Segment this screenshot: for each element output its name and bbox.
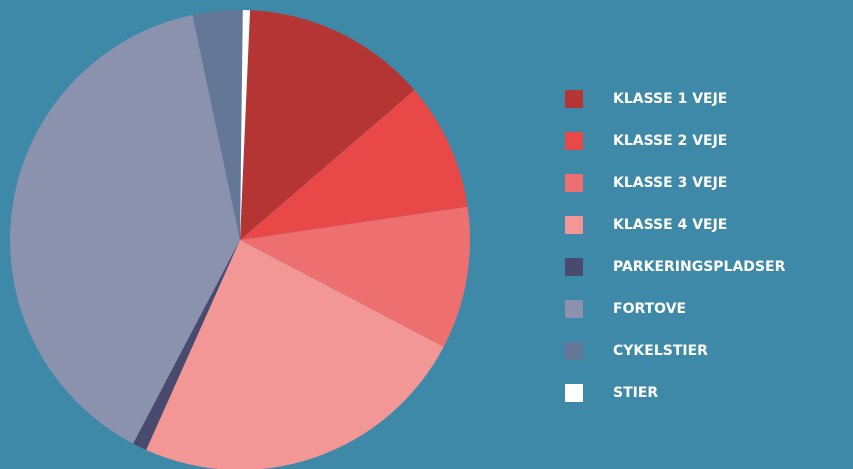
legend-swatch xyxy=(565,216,583,234)
pie-slice xyxy=(133,240,240,450)
legend-label: KLASSE 3 VEJE xyxy=(613,175,727,191)
legend-swatch xyxy=(565,174,583,192)
legend-swatch xyxy=(565,300,583,318)
legend-swatch xyxy=(565,132,583,150)
pie-slice xyxy=(240,206,470,347)
pie-slice xyxy=(192,10,243,240)
legend-label: PARKERINGSPLADSER xyxy=(613,259,786,275)
pie-slice xyxy=(240,10,251,240)
pie-slice xyxy=(10,14,240,444)
legend-label: KLASSE 4 VEJE xyxy=(613,217,727,233)
legend-label: KLASSE 2 VEJE xyxy=(613,133,727,149)
legend-swatch xyxy=(565,384,583,402)
legend-swatch xyxy=(565,258,583,276)
pie-slice xyxy=(240,10,415,241)
legend-label: STIER xyxy=(613,385,658,401)
pie-slice xyxy=(146,240,444,469)
legend-label: KLASSE 1 VEJE xyxy=(613,91,727,107)
pie-slice xyxy=(240,90,468,240)
legend-label: FORTOVE xyxy=(613,301,686,317)
legend-label: CYKELSTIER xyxy=(613,343,708,359)
legend-swatch xyxy=(565,90,583,108)
legend-swatch xyxy=(565,342,583,360)
